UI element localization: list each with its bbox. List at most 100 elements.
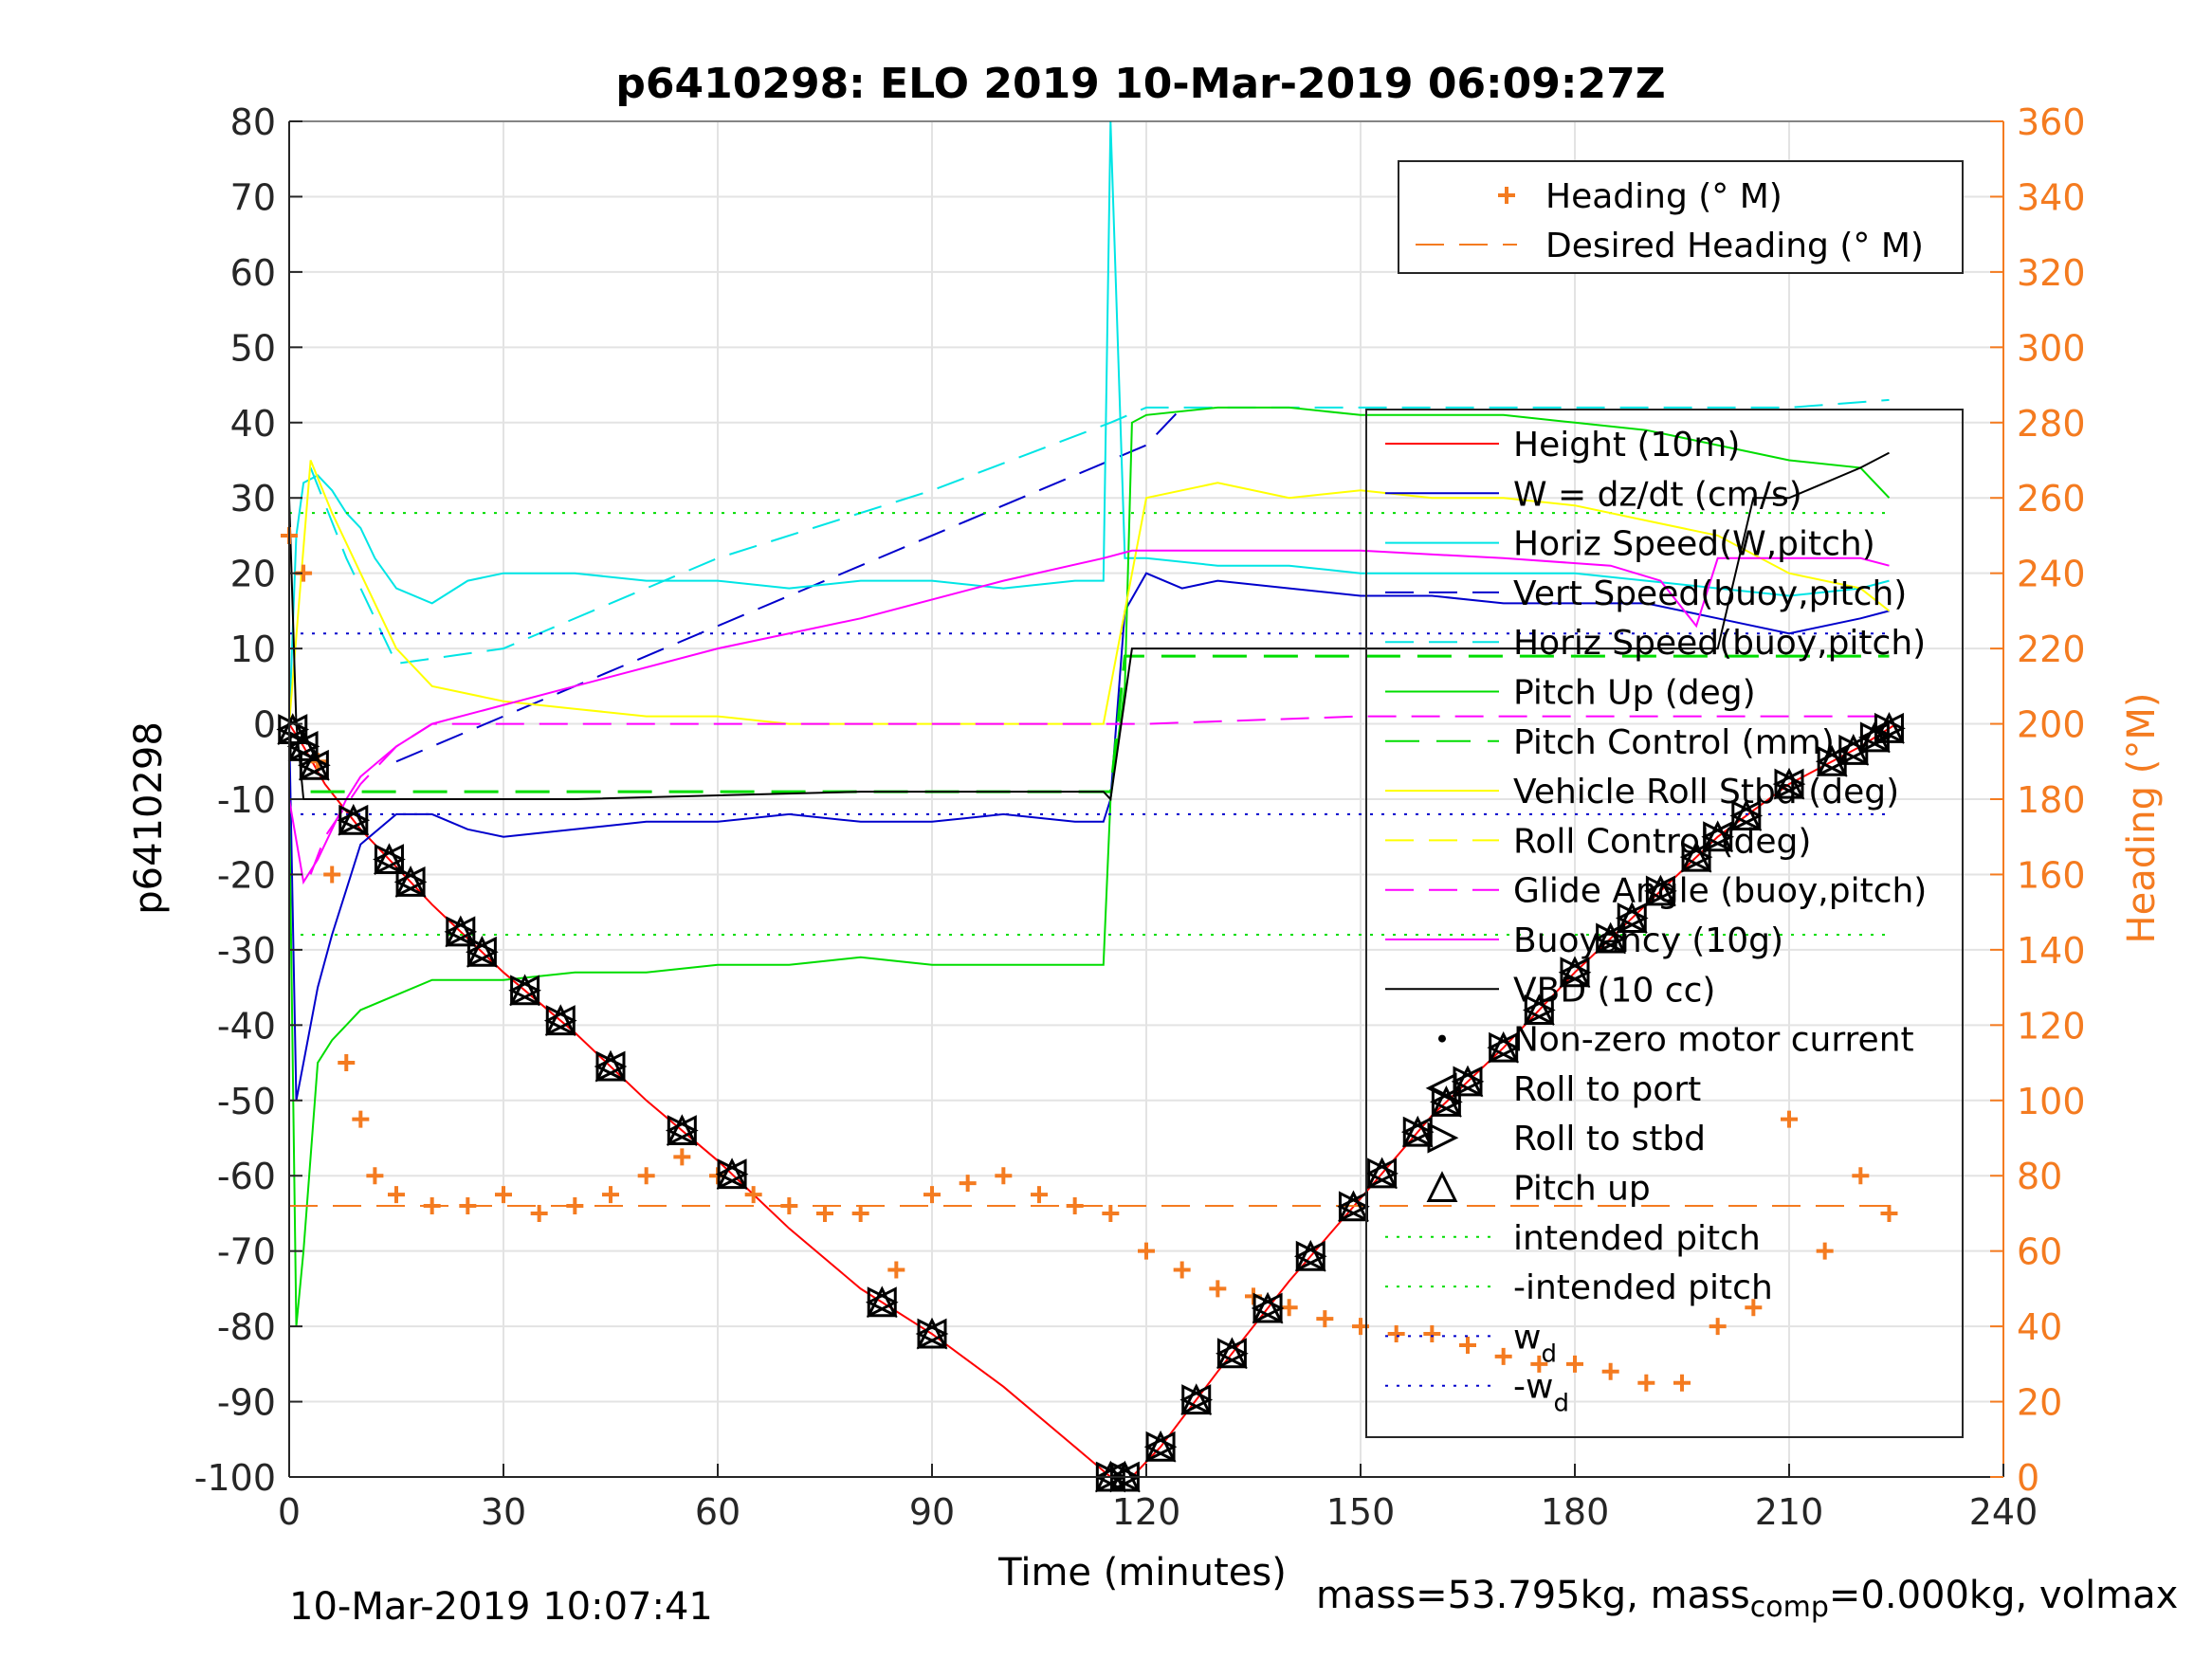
pitch-up-marker: [1644, 874, 1676, 906]
y-right-tick-label: 360: [2017, 101, 2086, 143]
legend-label: Pitch Control (mm): [1513, 723, 1835, 762]
roll-stbd-marker: [299, 749, 331, 781]
mass-tail: =0.000kg, volmax: [1828, 1574, 2179, 1617]
legend-main: Height (10m) W = dz/dt (cm/s) Horiz Speed(…: [1365, 409, 1964, 1438]
heading-point: [1852, 1167, 1870, 1185]
pitch-up-marker: [866, 1285, 898, 1318]
y-tick-label: -20: [217, 854, 276, 896]
y-right-tick-label: 260: [2017, 478, 2086, 520]
pitch-up-marker: [1702, 820, 1734, 852]
x-tick-label: 180: [1541, 1491, 1610, 1533]
pitch-up-marker: [394, 866, 427, 897]
legend-label: Roll to port: [1513, 1070, 1701, 1109]
roll-stbd-marker: [1489, 1031, 1521, 1064]
y-tick-label: -40: [217, 1005, 276, 1047]
pitch-up-marker: [287, 730, 320, 761]
y-tick-label: 0: [253, 704, 276, 746]
series-line: [288, 549, 1890, 885]
y-right-tick-label: 280: [2017, 403, 2086, 445]
heading-point: [1816, 1242, 1834, 1260]
roll-stbd-marker: [595, 1050, 628, 1083]
heading-point: [673, 1148, 691, 1166]
roll-stbd-marker: [545, 1005, 577, 1036]
heading-point: [851, 1204, 869, 1222]
pitch-up-marker: [1680, 840, 1712, 872]
y-tick-label: 20: [230, 554, 276, 595]
roll-stbd-marker: [1838, 734, 1871, 766]
pitch-up-marker: [298, 748, 330, 780]
roll-stbd-marker: [374, 844, 406, 875]
pitch-up-marker: [1430, 1085, 1462, 1117]
legend-label-subscript: d: [1553, 1390, 1569, 1418]
pitch-up-marker: [338, 803, 370, 835]
pitch-up-marker: [1338, 1190, 1369, 1222]
pitch-up-marker: [445, 915, 477, 947]
series-line: [288, 120, 1890, 724]
roll-stbd-marker: [667, 1115, 699, 1146]
series-line: [288, 451, 1890, 802]
x-tick-label: 30: [481, 1491, 526, 1533]
heading-point: [1102, 1204, 1120, 1222]
x-tick-label: 0: [278, 1491, 301, 1533]
series-line: [309, 715, 1890, 875]
legend-label: -intended pitch: [1513, 1268, 1773, 1307]
legend-swatch-marker: [1425, 1072, 1457, 1104]
legend-heading-swatch: [1498, 187, 1515, 204]
y-tick-label: -10: [217, 779, 276, 821]
roll-stbd-marker: [1731, 800, 1764, 831]
roll-stbd-marker: [1874, 712, 1906, 744]
heading-point: [530, 1204, 548, 1222]
y-tick-label: -50: [217, 1081, 276, 1122]
heading-point: [495, 1186, 512, 1204]
pitch-up-marker: [1401, 1115, 1434, 1147]
roll-stbd-marker: [1681, 841, 1713, 873]
heading-point: [338, 1054, 356, 1072]
pitch-up-marker: [466, 935, 498, 967]
heading-point: [1880, 1204, 1898, 1222]
heading-point: [1637, 1374, 1655, 1392]
y-right-tick-label: 20: [2017, 1382, 2062, 1424]
legend-heading-label: Desired Heading (° M): [1545, 227, 1924, 265]
roll-stbd-marker: [867, 1286, 899, 1319]
legend-label: Roll Control (deg): [1513, 822, 1811, 861]
x-axis-label: Time (minutes): [997, 1551, 1287, 1595]
heading-point: [923, 1186, 941, 1204]
y-right-tick-label: 160: [2017, 854, 2086, 896]
legend-label: W = dz/dt (cm/s): [1513, 475, 1802, 514]
pitch-up-marker: [1216, 1337, 1248, 1369]
mass-sub: comp: [1749, 1591, 1829, 1624]
x-tick-label: 60: [695, 1491, 740, 1533]
heading-point: [1031, 1186, 1048, 1204]
x-tick-label: 210: [1755, 1491, 1824, 1533]
pitch-up-marker: [716, 1158, 748, 1190]
y-tick-label: 50: [230, 327, 276, 369]
legend-heading-box: [1398, 160, 1964, 274]
pitch-up-marker: [1488, 1030, 1520, 1063]
y-right-tick-label: 140: [2017, 930, 2086, 972]
heading-point: [1209, 1280, 1227, 1298]
series-line: [288, 572, 1890, 1101]
heading-point: [1387, 1325, 1405, 1343]
roll-stbd-marker: [1560, 957, 1592, 989]
heading-point: [816, 1204, 833, 1222]
heading-point: [1423, 1325, 1441, 1343]
roll-stbd-marker: [1338, 1191, 1370, 1223]
y-tick-label: 30: [230, 478, 276, 520]
heading-point: [995, 1167, 1013, 1185]
roll-stbd-marker: [1181, 1384, 1214, 1415]
pitch-up-marker: [1595, 921, 1627, 954]
legend-heading-label: Heading (° M): [1545, 177, 1782, 216]
pitch-up-marker: [1180, 1383, 1213, 1415]
y-right-tick-label: 180: [2017, 779, 2086, 821]
x-tick-label: 240: [1969, 1491, 2038, 1533]
x-tick-label: 90: [909, 1491, 955, 1533]
legend-label: VBD (10 cc): [1513, 971, 1715, 1010]
pitch-up-marker: [1816, 744, 1848, 776]
legend-label: Height (10m): [1513, 426, 1740, 465]
pitch-up-marker: [1874, 711, 1905, 743]
roll-stbd-marker: [1774, 768, 1806, 800]
y-right-tick-label: 320: [2017, 252, 2086, 294]
heading-point: [887, 1261, 905, 1279]
y-right-tick-label: 80: [2017, 1156, 2062, 1197]
roll-stbd-marker: [1145, 1431, 1178, 1463]
